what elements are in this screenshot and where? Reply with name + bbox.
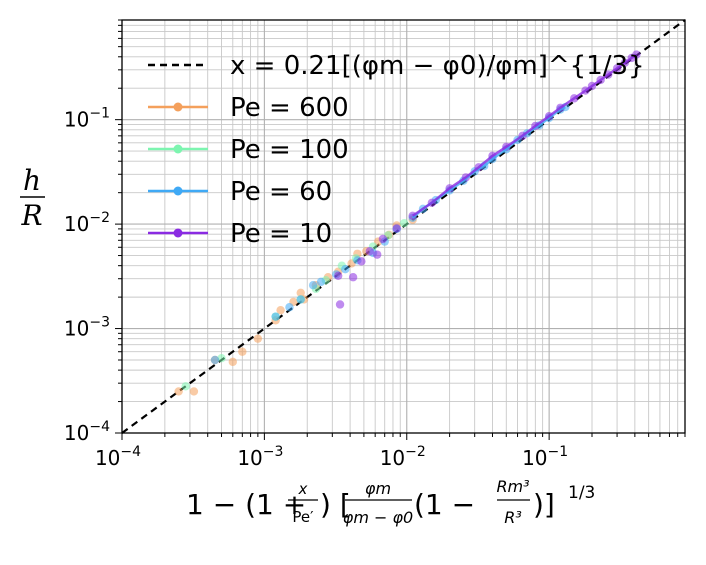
series-line — [411, 53, 638, 217]
svg-text:φm − φ0: φm − φ0 — [343, 508, 413, 527]
data-point — [335, 300, 345, 309]
tick-labels: 10−4 10−3 10−2 10−1 10−4 10−3 10−2 10−1 — [64, 106, 568, 470]
data-point — [228, 357, 237, 367]
data-point — [357, 257, 366, 266]
ticks-layer — [115, 19, 686, 440]
data-point — [316, 277, 326, 287]
svg-text:Rm³: Rm³ — [496, 477, 529, 496]
data-point — [253, 334, 263, 343]
y-axis-label: h R — [20, 164, 45, 232]
svg-text:R³: R³ — [504, 508, 522, 527]
legend-label: Pe = 60 — [230, 177, 332, 207]
y-tick-label: 10−2 — [64, 210, 110, 236]
legend: x = 0.21[(φm − φ0)/φm]^{1/3} Pe = 600 Pe =… — [148, 51, 645, 249]
data-point — [341, 265, 350, 274]
legend-entry: Pe = 60 — [148, 177, 332, 207]
data-point — [308, 281, 318, 290]
series-lines-layer — [411, 53, 638, 219]
svg-text:1/3: 1/3 — [568, 483, 595, 503]
legend-entry: Pe = 10 — [148, 219, 332, 249]
legend-label: x = 0.21[(φm − φ0)/φm]^{1/3} — [230, 51, 645, 81]
x-tick-label: 10−1 — [522, 444, 568, 470]
data-point — [210, 355, 220, 365]
grid-minor — [122, 19, 686, 433]
data-point — [392, 224, 401, 233]
svg-text:(1 −: (1 − — [414, 488, 475, 521]
data-point — [372, 250, 382, 259]
x-tick-label: 10−2 — [380, 444, 426, 470]
legend-marker — [173, 186, 183, 196]
data-point — [400, 219, 409, 228]
data-point — [285, 303, 294, 312]
data-point — [276, 305, 285, 315]
legend-marker — [173, 228, 183, 238]
data-point — [271, 312, 280, 321]
legend-label: Pe = 10 — [230, 219, 332, 249]
svg-text:1 − (1 +: 1 − (1 + — [186, 488, 306, 521]
data-point — [296, 288, 305, 297]
y-tick-label: 10−4 — [64, 419, 110, 445]
legend-entry: Pe = 100 — [148, 135, 349, 165]
x-tick-label: 10−4 — [95, 444, 141, 470]
legend-marker — [173, 144, 183, 154]
data-point — [348, 273, 358, 282]
x-axis-label: 1 − (1 + x Pe′ ) [ φm φm − φ0 (1 − Rm³ R… — [186, 477, 595, 527]
legend-marker — [173, 102, 183, 112]
data-point — [378, 234, 388, 244]
svg-text:φm: φm — [365, 479, 391, 498]
legend-label: Pe = 600 — [230, 93, 349, 123]
plot-frame — [121, 19, 686, 434]
data-point — [181, 382, 190, 391]
legend-entry: x = 0.21[(φm − φ0)/φm]^{1/3} — [148, 51, 645, 81]
data-point — [238, 347, 247, 356]
svg-text:R: R — [20, 199, 42, 232]
data-point — [296, 295, 305, 304]
y-tick-label: 10−1 — [64, 106, 110, 132]
y-tick-label: 10−3 — [64, 315, 110, 341]
x-tick-label: 10−3 — [237, 444, 283, 470]
data-point — [174, 387, 183, 396]
legend-label: Pe = 100 — [230, 135, 349, 165]
svg-text:h: h — [23, 164, 41, 197]
data-point — [217, 354, 226, 363]
svg-text:) [: ) [ — [320, 488, 351, 521]
data-point — [189, 387, 199, 396]
svg-text:x: x — [298, 480, 308, 498]
data-point — [365, 247, 374, 256]
data-point — [334, 271, 343, 280]
svg-text:Pe′: Pe′ — [292, 508, 314, 526]
legend-entry: Pe = 600 — [148, 93, 349, 123]
svg-text:)]: )] — [533, 488, 555, 521]
